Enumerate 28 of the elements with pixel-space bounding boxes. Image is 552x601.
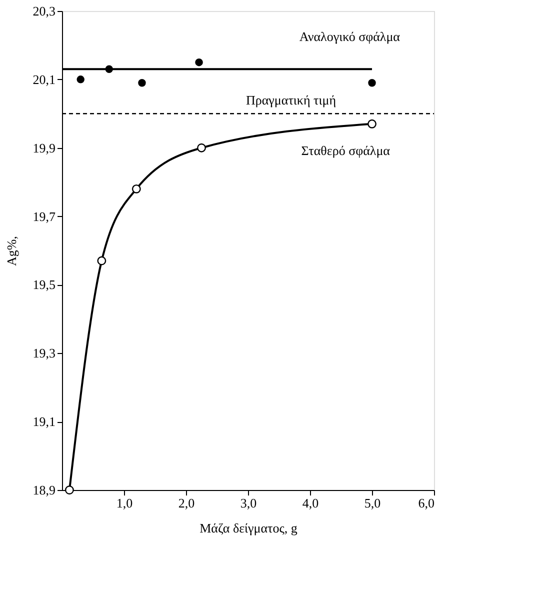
- series-label: Σταθερό σφάλμα: [301, 142, 390, 158]
- point: [97, 256, 106, 266]
- point: [132, 184, 141, 194]
- y-tick-label: 18,9: [32, 482, 56, 498]
- y-tick-label: 19,9: [32, 140, 56, 156]
- point: [368, 78, 376, 87]
- x-tick-label: 4,0: [302, 496, 319, 510]
- y-tick-label: 19,5: [32, 277, 56, 292]
- x-tick-label: 2,0: [178, 496, 195, 510]
- point: [368, 119, 376, 128]
- x-tick-label: 6,0: [418, 496, 434, 510]
- point: [195, 58, 203, 66]
- y-tick-label: 19,7: [32, 208, 56, 224]
- x-tick-label: 3,0: [240, 496, 257, 510]
- ref-line-label: Πραγματική τιμή: [246, 92, 336, 108]
- y-tick-label: 20,1: [32, 72, 56, 87]
- point: [76, 76, 84, 84]
- point: [138, 78, 146, 87]
- x-tick-label: 5,0: [364, 496, 381, 510]
- point: [197, 143, 206, 152]
- series-label: Αναλογικό σφάλμα: [299, 29, 400, 44]
- point: [64, 486, 74, 494]
- x-tick-label: 1,0: [116, 496, 133, 510]
- y-axis-title: Ag%,: [4, 236, 19, 266]
- y-tick-label: 19,3: [32, 346, 56, 361]
- y-tick-label: 20,3: [32, 4, 56, 18]
- y-tick-label: 19,1: [32, 414, 56, 430]
- x-axis-title: Μάζα δείγματος, g: [200, 520, 298, 536]
